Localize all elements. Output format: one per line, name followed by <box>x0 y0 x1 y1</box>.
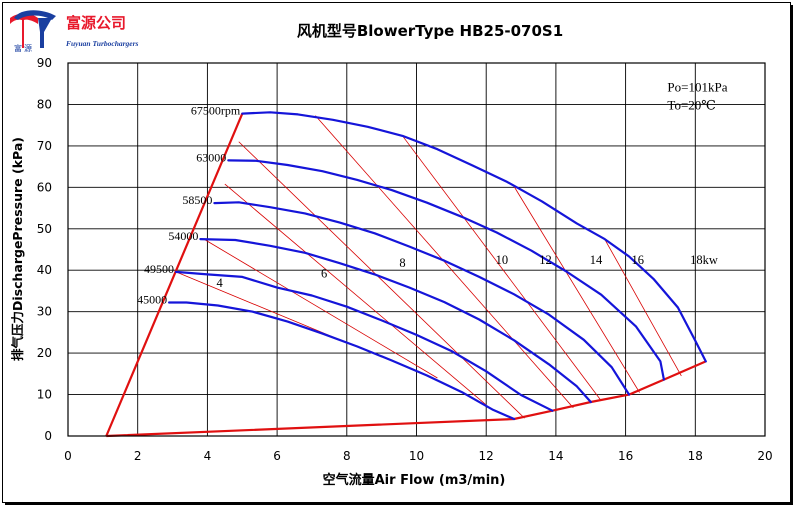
x-tick-label: 8 <box>343 449 351 463</box>
y-tick-label: 70 <box>37 139 52 153</box>
condition-text: To=20℃ <box>667 97 715 112</box>
logo-company-cn: 富源公司 <box>66 14 126 32</box>
x-tick-label: 16 <box>618 449 633 463</box>
y-tick-label: 60 <box>37 180 52 194</box>
y-tick-label: 0 <box>44 429 52 443</box>
power-label: 6 <box>321 267 327 281</box>
x-tick-label: 20 <box>757 449 772 463</box>
logo-mark-icon <box>10 13 38 48</box>
power-line-16 <box>513 186 640 393</box>
speed-curve-63000 <box>227 159 666 381</box>
chart-labels: 45000 49500 54000 58500 63000 67500rpm 4 6 8 10 12… <box>137 104 718 307</box>
plot-border <box>67 62 766 437</box>
y-tick-label: 20 <box>37 346 52 360</box>
conditions-box: Po=101kPa To=20℃ <box>667 79 727 112</box>
y-tick-label: 40 <box>37 263 52 277</box>
speed-curve-54000 <box>199 238 592 404</box>
x-tick-label: 14 <box>548 449 563 463</box>
x-tick-label: 10 <box>409 449 424 463</box>
y-tick-label: 50 <box>37 222 52 236</box>
logo-arc-icon <box>14 10 56 20</box>
logo-mark-cn: 富 源 <box>14 43 32 53</box>
speed-curve-49500 <box>174 270 554 412</box>
power-label: 4 <box>216 276 223 290</box>
power-label: 16 <box>632 253 645 267</box>
power-line-18kw <box>604 238 682 377</box>
speed-curve-67500rpm <box>241 111 707 363</box>
condition-text: Po=101kPa <box>667 79 727 94</box>
speed-label: 67500rpm <box>191 104 241 118</box>
power-line-10 <box>238 141 525 419</box>
company-logo: 富源公司 富 源 Fuyuan Turbochargers <box>10 10 139 53</box>
power-label: 12 <box>539 253 552 267</box>
speed-label: 54000 <box>168 229 198 243</box>
x-tick-label: 4 <box>204 449 212 463</box>
chart-title: 风机型号BlowerType HB25-070S1 <box>297 22 563 40</box>
speed-curve-58500 <box>213 201 631 396</box>
power-label: 8 <box>399 256 405 270</box>
power-label: 14 <box>590 253 603 267</box>
power-line-14 <box>402 135 602 402</box>
speed-curve-45000 <box>168 301 516 421</box>
x-axis-label: 空气流量Air Flow (m3/min) <box>323 472 506 488</box>
power-line-6 <box>203 238 438 379</box>
power-label: 10 <box>496 253 509 267</box>
speed-label: 49500 <box>144 262 174 276</box>
x-tick-label: 18 <box>688 449 703 463</box>
logo-company-en: Fuyuan Turbochargers <box>66 39 139 48</box>
speed-label: 45000 <box>137 293 167 307</box>
power-line-8 <box>224 183 487 406</box>
surge-line <box>105 113 244 437</box>
x-tick-label: 12 <box>479 449 494 463</box>
y-tick-label: 30 <box>37 305 52 319</box>
y-axis-label: 排气压力DischargePressure (kPa) <box>10 137 25 361</box>
y-tick-label: 80 <box>37 97 52 111</box>
y-tick-label: 90 <box>37 56 52 70</box>
x-tick-label: 6 <box>273 449 281 463</box>
power-label: 18kw <box>690 253 718 267</box>
speed-label: 63000 <box>196 150 226 164</box>
x-tick-label: 0 <box>64 449 72 463</box>
y-tick-label: 10 <box>37 388 52 402</box>
axes: 0 2 4 6 8 10 12 14 16 18 20 0 10 20 30 40 50 60 70 80 90 <box>37 56 773 463</box>
speed-label: 58500 <box>182 193 212 207</box>
speed-curves <box>168 111 707 421</box>
x-tick-label: 2 <box>134 449 142 463</box>
